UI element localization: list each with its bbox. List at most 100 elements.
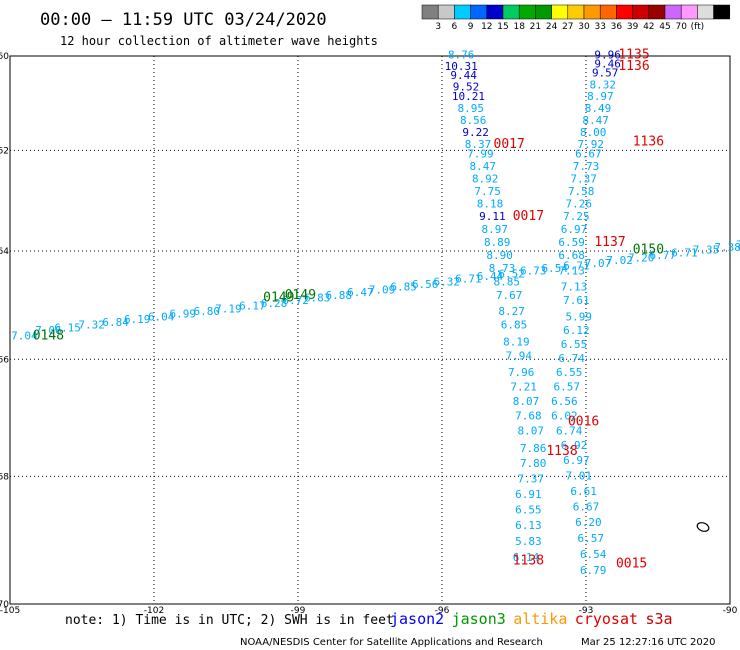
swh-value: 7.13 [558,265,585,278]
colorbar-swatch [567,4,585,20]
swh-value: 8.47 [582,114,609,127]
satellite-name: altika [513,610,567,628]
swh-value: 6.71 [455,273,482,286]
swh-value: 8.49 [585,102,612,115]
swh-value: 8.07 [513,395,540,408]
satellite-name: jason2 [390,610,444,628]
island-outline [696,522,710,532]
swh-value: 9.57 [592,67,619,80]
y-tick-label: -62 [0,146,9,156]
swh-value: 7.02 [606,254,633,267]
swh-value: 6.56 [551,395,578,408]
swh-value: 6.02 [551,410,578,423]
swh-value: 7.13 [561,281,588,294]
time-label: 1136 [618,59,649,74]
swh-value: 7.61 [563,294,590,307]
swh-value: 9.44 [450,69,477,82]
swh-value: 6.85 [501,319,528,332]
swh-value: 8.07 [518,424,545,437]
x-tick-label: -105 [0,606,20,616]
swh-value: 6.80 [194,305,221,318]
swh-value: 10.21 [452,90,485,103]
timestamp: Mar 25 12:27:16 UTC 2020 [581,637,716,648]
y-tick-label: -70 [0,600,9,610]
swh-value: 6.57 [578,532,605,545]
swh-value: 7.06 [35,324,62,337]
swh-value: 6.77 [650,249,677,262]
swh-value: 6.15 [54,321,81,334]
swh-value: 7.73 [573,160,600,173]
colorbar-label: 21 [530,22,541,32]
swh-value: 8.18 [477,197,504,210]
y-tick-label: -66 [0,355,9,365]
swh-value: 8.37 [465,138,492,151]
colorbar-label: 3 [435,22,441,32]
colorbar-label: 12 [481,22,492,32]
swh-value: 6.59 [558,236,585,249]
time-label: 1135 [618,47,649,62]
swh-value: 8.92 [472,172,499,185]
swh-value: 8.56 [460,114,487,127]
swh-value: 6.57 [554,381,581,394]
swh-value: 7.19 [215,302,242,315]
swh-value: 7.75 [474,185,501,198]
swh-value: 8.95 [458,102,485,115]
swh-value: 8.73 [489,262,516,275]
swh-value: 8.89 [484,236,511,249]
swh-value: 6.47 [347,286,374,299]
time-label: 1138 [513,553,544,568]
swh-value: 8.47 [470,160,497,173]
swh-value: 6.67 [575,148,602,161]
colorbar-label: 15 [497,22,508,32]
swh-value: 5.99 [566,310,593,323]
swh-value: 7.04 [11,330,38,343]
satellite-legend: jason2 jason3 altika cryosat s3a [390,610,673,628]
swh-value: 8.97 [482,223,509,236]
colorbar-swatch [713,4,731,20]
chart-title: 00:00 – 11:59 UTC 03/24/2020 [40,10,327,30]
swh-value: 7.38 [714,241,740,254]
swh-value: 6.84 [102,316,129,329]
x-tick-label: -93 [579,606,594,616]
swh-value: 6.74 [558,352,585,365]
data-marks: 8.7610.319.449.5210.218.958.569.228.377.… [11,47,740,577]
credit-line: NOAA/NESDIS Center for Satellite Applica… [240,637,543,648]
swh-value: 7.37 [518,472,545,485]
swh-value: 6.99 [170,308,197,321]
colorbar-swatch [648,4,666,20]
swh-value: 9.46 [594,57,621,70]
swh-value: 7.68 [515,410,542,423]
colorbar-label: 36 [611,22,623,32]
swh-value: 6.52 [498,267,525,280]
swh-value: 7.32 [78,319,105,332]
time-label: 0148 [33,329,64,344]
colorbar-swatch [502,4,520,20]
swh-value: 6.91 [515,488,542,501]
chart-subtitle: 12 hour collection of altimeter wave hei… [60,34,378,48]
swh-value: 7.25 [563,210,590,223]
time-label: 0016 [568,414,599,429]
swh-value: 6.74 [556,424,583,437]
swh-value: 7.07 [585,257,612,270]
colorbar-swatch [421,4,439,20]
swh-value: 7.35 [693,244,720,257]
satellite-name: cryosat [575,610,638,628]
colorbar-label: 27 [562,22,573,32]
x-tick-label: -96 [435,606,450,616]
swh-value: 6.56 [412,278,439,291]
colorbar-swatch [616,4,633,20]
swh-value: 6.20 [575,516,602,529]
satellite-name: jason3 [452,610,506,628]
colorbar-swatch [680,4,698,20]
swh-value: 6.72 [282,294,309,307]
colorbar-swatch [454,4,471,20]
swh-value: 6.12 [563,324,590,337]
colorbar-swatch [518,4,536,20]
time-label: 1137 [594,235,625,250]
swh-value: 6.79 [580,564,607,577]
colorbar-swatch [470,4,488,20]
swh-value: 7.21 [510,381,537,394]
swh-value: 9.22 [462,126,489,139]
time-label: 0150 [633,243,664,258]
